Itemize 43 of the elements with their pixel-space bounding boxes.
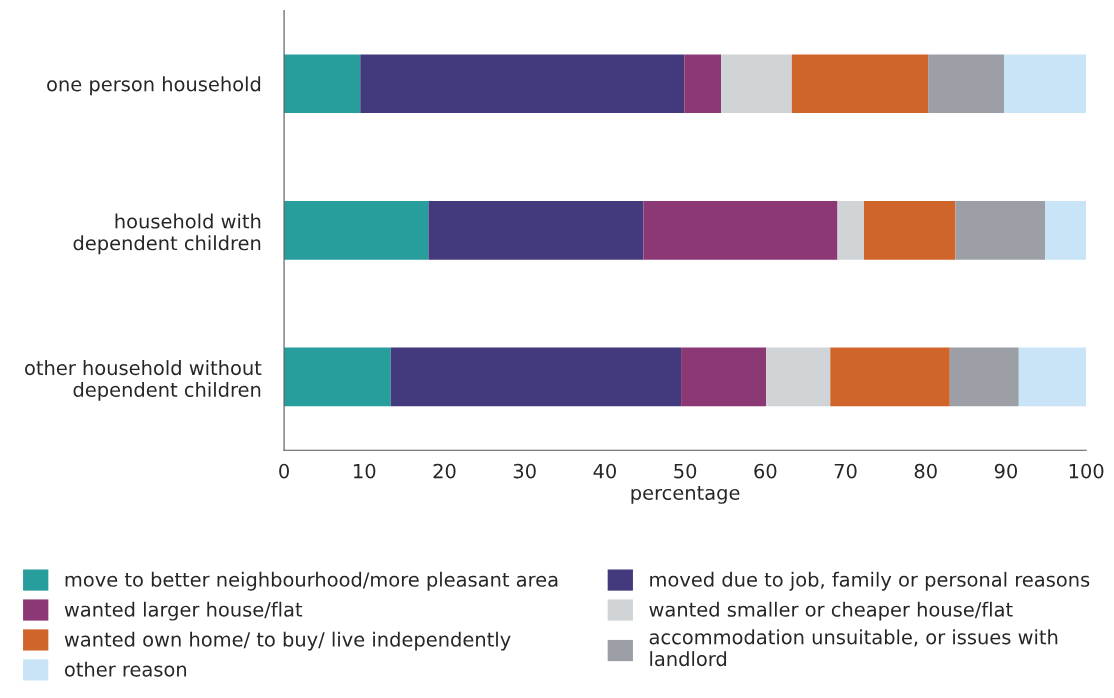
bar [284,201,429,260]
bar [1004,54,1087,114]
x-tick-label: 10 [354,463,376,479]
bar [830,347,950,407]
x-tick-label: 20 [433,463,456,479]
bar [360,54,685,114]
x-tick-label: 40 [593,463,616,479]
bar [1045,201,1087,260]
bar [863,201,956,260]
x-tick-label: 50 [674,463,697,479]
x-tick-label: 80 [914,463,937,479]
legend-label: move to better neighbourhood/more pleasant area [65,571,558,591]
y-tick-label: one person household [47,76,261,96]
legend-label: moved due to job, family or personal reasons [650,571,1090,591]
bar [955,201,1046,260]
bar [390,347,682,407]
bar [1018,347,1087,407]
x-tick-label: 0 [279,463,289,479]
bar [721,54,792,114]
y-tick-label: household with dependent children [73,213,261,255]
bar [791,54,929,114]
bar [766,347,831,407]
legend-label: accommodation unsuitable, or issues with landlord [649,629,1058,667]
bar [284,54,361,114]
bar [284,347,391,407]
x-tick-label: 60 [754,463,777,479]
x-tick-label: 100 [1069,463,1104,479]
bar [643,201,838,260]
bar [684,54,722,114]
bar [428,201,644,260]
legend-label: wanted larger house/flat [64,601,303,621]
legend-label: wanted own home/ to buy/ live independently [64,631,511,651]
x-tick-label: 90 [994,463,1018,479]
x-axis-title: percentage [631,486,740,504]
bar [837,201,864,260]
bar [949,347,1019,407]
legend-label: wanted smaller or cheaper house/flat [649,601,1013,621]
legend-label: other reason [64,661,187,677]
bar [681,347,767,407]
y-tick-label: other household without dependent children [25,360,262,401]
x-tick-label: 30 [513,463,536,479]
bar [928,54,1005,114]
x-tick-label: 70 [834,463,857,479]
